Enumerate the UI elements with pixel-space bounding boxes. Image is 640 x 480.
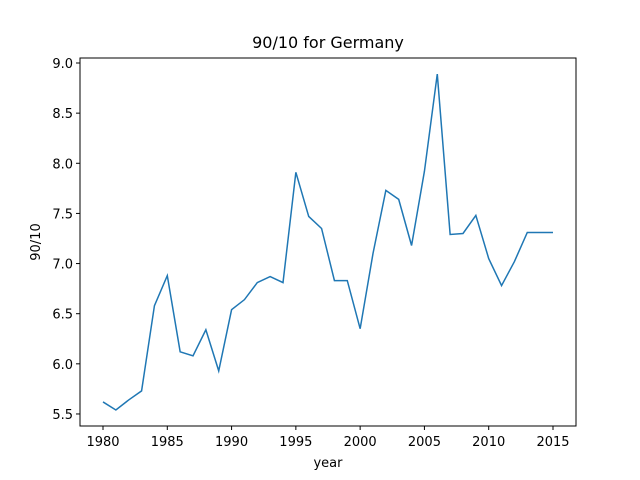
x-tick-label: 2000	[344, 435, 377, 450]
y-tick-label: 8.5	[52, 107, 73, 122]
x-tick-label: 1980	[86, 435, 119, 450]
y-tick-label: 8.0	[52, 157, 73, 172]
line-series	[102, 73, 553, 411]
y-tick-label: 6.0	[52, 358, 73, 373]
x-tick-label: 1990	[215, 435, 248, 450]
x-tick-label: 2005	[408, 435, 441, 450]
y-tick-label: 7.0	[52, 258, 73, 273]
x-axis-label: year	[313, 456, 343, 471]
y-tick-label: 5.5	[52, 408, 73, 423]
x-tick-label: 1995	[279, 435, 312, 450]
y-tick-label: 9.0	[52, 57, 73, 72]
x-tick-label: 1985	[151, 435, 184, 450]
y-axis-label: 90/10	[29, 223, 44, 260]
x-tick-label: 2015	[536, 435, 569, 450]
y-tick-label: 6.5	[52, 308, 73, 323]
plot-frame	[79, 57, 577, 427]
y-tick-label: 7.5	[52, 207, 73, 222]
x-tick-label: 2010	[472, 435, 505, 450]
chart-title: 90/10 for Germany	[252, 33, 404, 52]
